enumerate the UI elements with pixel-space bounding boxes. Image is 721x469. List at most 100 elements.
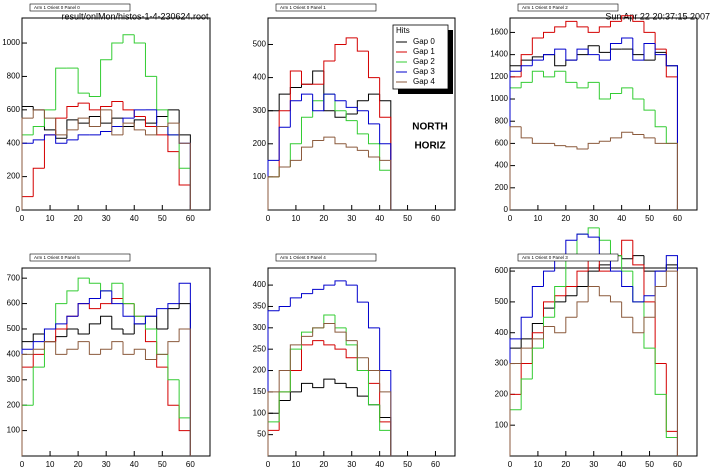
- histogram-bin: [531, 322, 544, 339]
- x-tick-label: 0: [20, 460, 25, 469]
- histogram-bin: [100, 290, 112, 299]
- histogram-bin: [43, 109, 56, 131]
- histogram-bin: [565, 285, 577, 296]
- histogram-bin: [356, 107, 369, 112]
- histogram-bin: [167, 341, 180, 355]
- histogram-bin: [643, 255, 656, 272]
- histogram-bin: [122, 328, 135, 335]
- histogram-bin: [21, 196, 34, 210]
- histogram-bin: [167, 367, 180, 406]
- panel-title: Arm 1 Orient 0 Panel 4: [280, 255, 326, 260]
- histogram-bin: [554, 54, 566, 67]
- histogram-bin: [144, 119, 157, 124]
- histogram-bin: [565, 49, 577, 61]
- histogram-bin: [542, 270, 555, 287]
- histogram-bin: [144, 349, 157, 360]
- histogram-bin: [21, 105, 34, 210]
- histogram-bin: [509, 87, 522, 210]
- histogram-bin: [632, 240, 644, 266]
- histogram-bin: [88, 341, 101, 355]
- y-tick-label: 150: [253, 387, 267, 396]
- histogram-bin: [43, 328, 56, 342]
- histogram-bin: [312, 139, 324, 148]
- histogram-bin: [576, 233, 589, 241]
- histogram-bin: [278, 391, 291, 431]
- histogram-bin: [598, 227, 611, 241]
- histogram-bin: [323, 93, 335, 111]
- histogram-bin: [300, 344, 313, 371]
- histogram-bin: [598, 82, 611, 100]
- histogram-bin: [43, 341, 56, 350]
- histogram-bin: [133, 34, 146, 44]
- frame: [21, 267, 211, 457]
- histogram-bin: [167, 308, 180, 329]
- histogram-bin: [100, 131, 112, 135]
- histogram-bin: [77, 341, 90, 350]
- histogram-bin: [632, 317, 644, 334]
- histogram-bin: [32, 366, 45, 406]
- x-tick-label: 0: [20, 214, 25, 223]
- histogram-bin: [289, 87, 302, 95]
- frame: [21, 17, 211, 211]
- legend: [392, 24, 449, 90]
- x-tick-label: 40: [617, 214, 626, 223]
- histogram-bin: [66, 315, 79, 324]
- histogram-bin: [122, 122, 135, 135]
- y-tick-label: 500: [495, 297, 509, 306]
- panel-title: Arm 1 Orient 0 Panel 1: [280, 5, 326, 10]
- histogram-bin: [289, 344, 302, 371]
- histogram-bin: [576, 146, 589, 150]
- x-tick-label: 20: [319, 460, 328, 469]
- title-box: [29, 3, 131, 12]
- histogram-bin: [122, 34, 135, 44]
- y-tick-label: 100: [495, 420, 509, 429]
- x-tick-label: 60: [431, 214, 440, 223]
- histogram-bin: [278, 166, 291, 177]
- histogram-bin: [66, 348, 79, 355]
- histogram-bin: [621, 301, 633, 318]
- histogram-bin: [356, 147, 369, 151]
- y-tick-label: 400: [253, 73, 267, 82]
- histogram-bin: [167, 109, 180, 136]
- histogram-bin: [32, 353, 45, 368]
- histogram-bin: [323, 284, 335, 290]
- y-tick-label: 0: [16, 205, 21, 214]
- y-tick-label: 50: [257, 430, 266, 439]
- histogram-bin: [356, 120, 369, 135]
- histogram-bin: [587, 45, 600, 55]
- histogram-bin: [77, 303, 90, 317]
- histogram-bin: [156, 353, 168, 360]
- histogram-bin: [379, 143, 392, 210]
- histogram-bin: [156, 126, 168, 135]
- histogram-bin: [178, 134, 191, 210]
- histogram-bin: [323, 60, 335, 85]
- y-tick-label: 100: [7, 426, 21, 435]
- histogram-bin: [289, 391, 302, 401]
- histogram-bin: [312, 70, 324, 85]
- histogram-bin: [621, 255, 633, 272]
- histogram-bin: [43, 328, 56, 368]
- histogram-bin: [643, 264, 656, 303]
- histogram-bin: [379, 383, 392, 456]
- histogram-bin: [379, 404, 392, 456]
- legend-label: Gap 1: [413, 47, 435, 56]
- y-tick-label: 1400: [490, 50, 508, 59]
- histogram-bin: [598, 286, 611, 297]
- histogram-bin: [267, 176, 280, 210]
- histogram-bin: [100, 348, 112, 355]
- histogram-bin: [531, 338, 544, 349]
- histogram-bin: [156, 76, 168, 111]
- histogram-bin: [66, 119, 79, 139]
- histogram-bin: [334, 94, 347, 102]
- histogram-bin: [66, 328, 79, 337]
- histogram-bin: [665, 270, 678, 456]
- histogram-bin: [77, 119, 90, 124]
- histogram-bin: [587, 49, 600, 56]
- histogram-bin: [367, 357, 380, 372]
- y-tick-label: 1200: [490, 72, 508, 81]
- histogram-bin: [509, 70, 522, 210]
- histogram-bin: [122, 101, 135, 111]
- histogram-bin: [509, 65, 522, 210]
- histogram-bin: [345, 37, 358, 45]
- histogram-bin: [587, 142, 600, 149]
